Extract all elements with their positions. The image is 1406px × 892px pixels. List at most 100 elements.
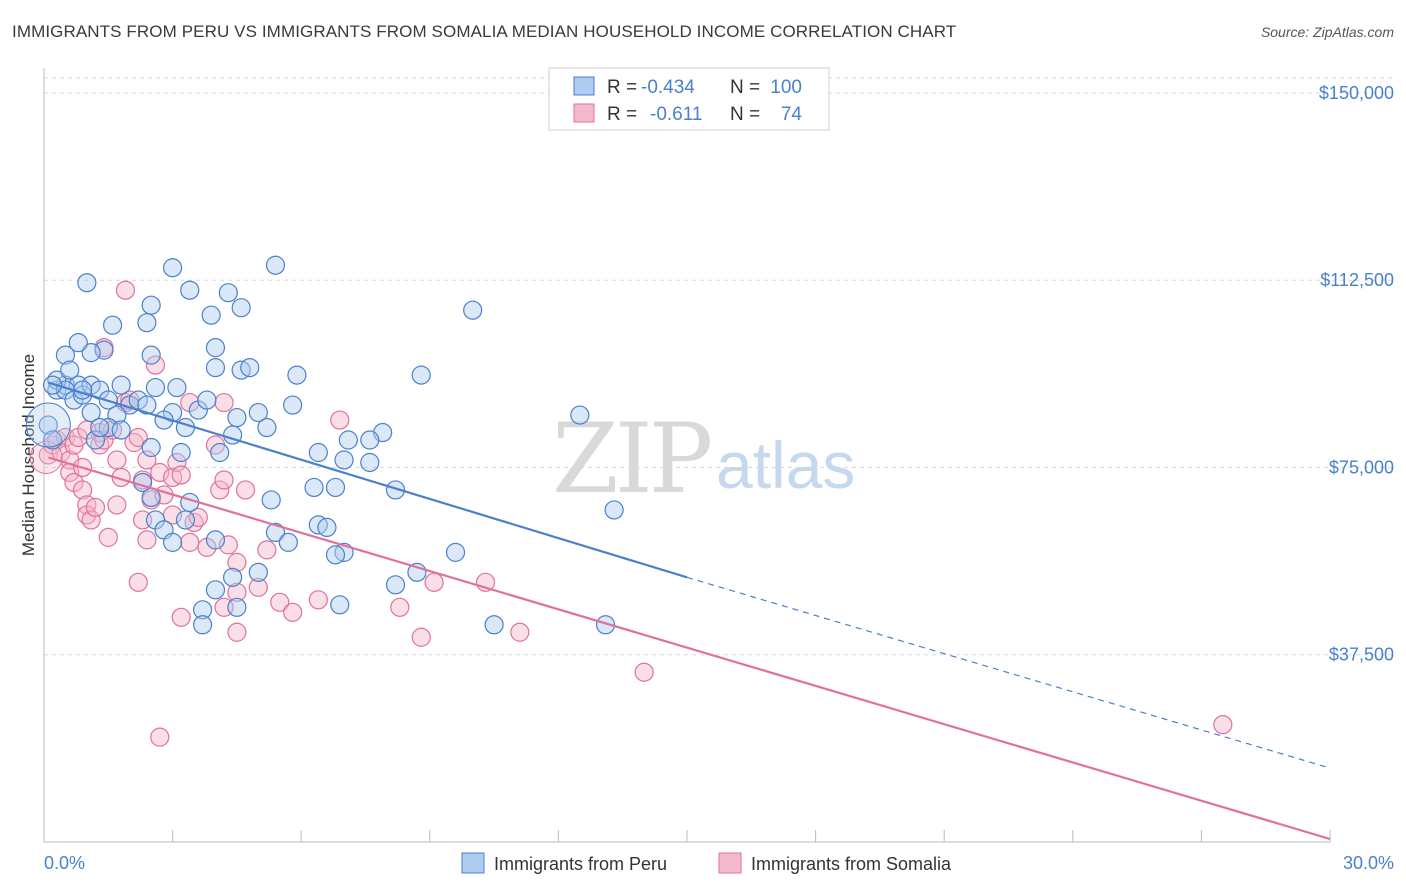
somalia-point-27 xyxy=(137,450,157,470)
peru-point-80 xyxy=(137,313,157,333)
peru-point-73 xyxy=(463,300,483,320)
legend-swatch-somalia xyxy=(573,103,595,123)
peru-point-33 xyxy=(171,442,191,463)
peru-point-57 xyxy=(325,545,346,565)
peru-point-11 xyxy=(111,375,131,395)
peru-point-46 xyxy=(278,532,298,552)
somalia-point-47 xyxy=(227,582,247,602)
somalia-point-36 xyxy=(171,465,191,485)
peru-point-large xyxy=(25,402,71,448)
somalia-point-large xyxy=(29,440,63,474)
y-tick-label-2: $112,500 xyxy=(1320,270,1394,290)
legend-n-label-somalia: N = xyxy=(730,104,760,125)
somalia-point-70 xyxy=(510,622,530,642)
somalia-point-10 xyxy=(72,480,93,500)
somalia-point-63 xyxy=(128,572,148,592)
y-tick-label-1: $75,000 xyxy=(1329,457,1394,477)
somalia-point-45 xyxy=(227,552,247,572)
peru-point-1 xyxy=(42,430,63,450)
somalia-point-56 xyxy=(214,392,234,413)
peru-point-49 xyxy=(317,517,337,538)
peru-point-45 xyxy=(265,522,286,543)
somalia-trend-line xyxy=(47,456,1331,841)
watermark-atlas: atlas xyxy=(716,428,855,502)
peru-point-28 xyxy=(227,407,247,428)
x-tick-label-min: 0.0% xyxy=(44,853,85,873)
peru-point-50 xyxy=(325,477,346,498)
peru-point-65 xyxy=(385,575,406,595)
bottom-legend-swatch-peru xyxy=(461,852,485,874)
somalia-point-14 xyxy=(81,510,101,530)
peru-point-78 xyxy=(163,258,183,278)
peru-point-88 xyxy=(141,345,161,365)
peru-point-70 xyxy=(604,500,624,520)
peru-point-55 xyxy=(385,480,406,500)
peru-point-13 xyxy=(81,402,101,423)
peru-point-29 xyxy=(248,402,268,423)
peru-point-75 xyxy=(218,283,238,303)
somalia-point-65 xyxy=(150,727,170,747)
trend-lines xyxy=(47,381,1331,841)
somalia-point-66 xyxy=(424,572,444,592)
peru-point-69 xyxy=(595,615,616,635)
peru-points xyxy=(25,255,624,635)
bottom-legend-swatch-somalia xyxy=(718,852,742,874)
peru-point-18 xyxy=(85,430,106,450)
somalia-point-61 xyxy=(115,280,136,300)
legend-box: R = -0.434 N = 100 R = -0.611 N = 74 xyxy=(548,67,830,131)
x-tick-label-max: 30.0% xyxy=(1343,853,1394,873)
peru-point-61 xyxy=(205,580,226,600)
y-tick-labels: $37,500 $75,000 $112,500 $150,000 xyxy=(1319,83,1394,665)
somalia-point-71 xyxy=(634,662,654,682)
bottom-legend-label-somalia: Immigrants from Somalia xyxy=(751,854,952,874)
somalia-point-72 xyxy=(1213,715,1233,735)
peru-point-86 xyxy=(60,360,80,380)
peru-point-76 xyxy=(231,298,251,318)
x-axis-ticks xyxy=(43,830,1331,842)
somalia-point-59 xyxy=(145,355,166,375)
peru-point-44 xyxy=(261,490,281,510)
peru-point-35 xyxy=(141,437,161,458)
somalia-point-35 xyxy=(167,452,187,473)
somalia-point-39 xyxy=(180,532,200,552)
legend-n-value-peru: 100 xyxy=(770,77,802,98)
peru-point-95 xyxy=(42,375,63,395)
somalia-point-23 xyxy=(98,527,118,547)
peru-point-47 xyxy=(304,477,324,498)
legend-r-label-somalia: R = xyxy=(607,104,637,125)
bottom-legend: Immigrants from Peru Immigrants from Som… xyxy=(461,852,952,874)
somalia-point-69 xyxy=(411,627,431,647)
peru-point-64 xyxy=(193,615,213,635)
peru-point-68 xyxy=(484,615,504,635)
peru-point-22 xyxy=(167,377,187,398)
peru-point-21 xyxy=(145,377,166,398)
peru-point-41 xyxy=(163,532,183,552)
peru-point-85 xyxy=(55,345,76,365)
legend-swatch-peru xyxy=(573,76,595,96)
peru-point-53 xyxy=(360,452,380,473)
peru-trend-line xyxy=(47,381,688,579)
somalia-point-50 xyxy=(248,577,268,597)
somalia-point-44 xyxy=(218,535,238,555)
legend-n-label-peru: N = xyxy=(730,77,760,98)
peru-point-20 xyxy=(137,395,157,415)
somalia-point-53 xyxy=(283,602,303,622)
peru-point-83 xyxy=(81,343,101,363)
peru-point-90 xyxy=(205,338,226,358)
peru-point-74 xyxy=(265,255,286,275)
peru-point-38 xyxy=(175,510,196,530)
peru-point-67 xyxy=(445,542,466,562)
watermark-zip: ZIP xyxy=(552,403,711,515)
peru-point-91 xyxy=(205,358,226,378)
legend-r-value-somalia: -0.611 xyxy=(650,104,702,125)
peru-point-0 xyxy=(38,415,58,435)
peru-point-34 xyxy=(210,442,230,463)
somalia-point-15 xyxy=(85,497,106,518)
peru-point-63 xyxy=(193,600,213,620)
legend-r-value-peru: -0.434 xyxy=(641,77,695,98)
legend-r-label-peru: R = xyxy=(607,77,637,98)
peru-trend-line-extension xyxy=(686,576,1331,769)
peru-point-19 xyxy=(111,420,131,440)
peru-point-62 xyxy=(227,597,247,617)
